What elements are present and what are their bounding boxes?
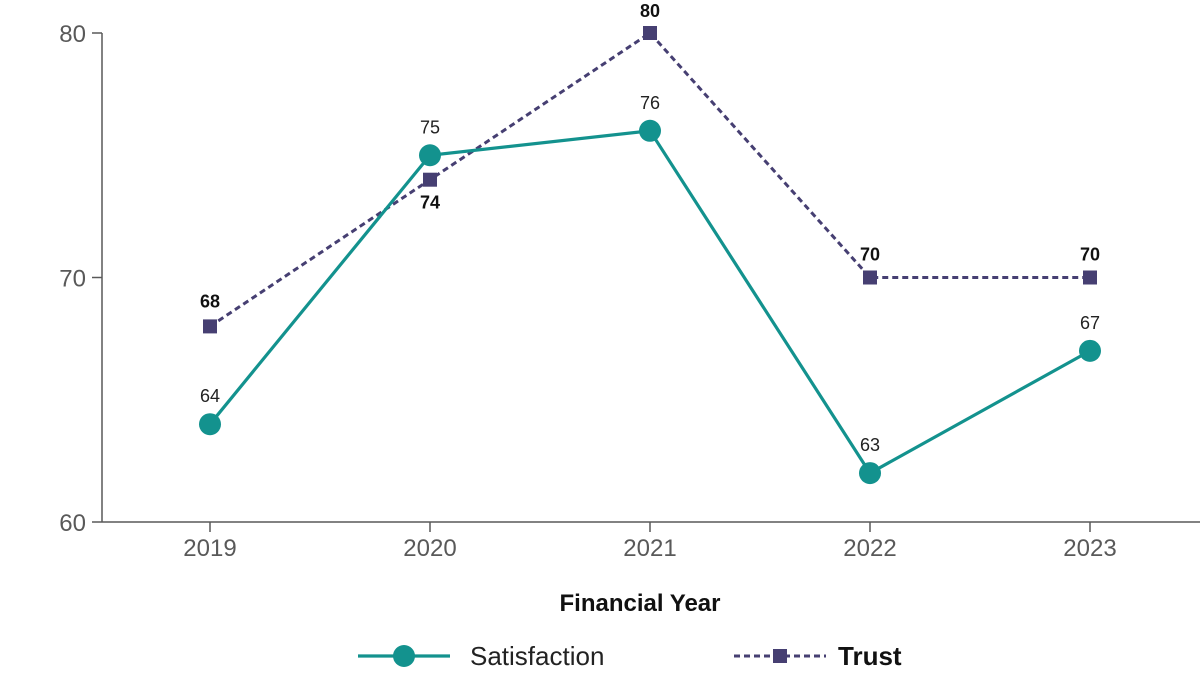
y-tick-label: 70 xyxy=(59,266,86,293)
x-tick-label: 2020 xyxy=(403,535,456,562)
trust-point xyxy=(643,26,657,40)
satisfaction-data-label: 67 xyxy=(1080,313,1100,333)
trust-data-label: 80 xyxy=(640,1,660,21)
satisfaction-data-label: 76 xyxy=(640,93,660,113)
legend-trust-marker xyxy=(773,649,787,663)
trust-data-label: 68 xyxy=(200,291,220,311)
x-tick-label: 2023 xyxy=(1063,535,1116,562)
trust-point xyxy=(203,319,217,334)
trust-data-label: 70 xyxy=(860,245,880,265)
x-tick-label: 2022 xyxy=(843,535,896,562)
satisfaction-series-line xyxy=(208,129,1091,476)
trust-series-line xyxy=(209,31,1090,328)
x-axis-title: Financial Year xyxy=(560,590,721,617)
satisfaction-data-label: 64 xyxy=(200,386,220,406)
x-tick-label: 2019 xyxy=(183,535,236,562)
axes: 60 70 80 2019 2020 2021 2022 2023 xyxy=(59,21,1200,562)
x-tick-label: 2021 xyxy=(623,535,676,562)
satisfaction-point xyxy=(859,462,881,485)
satisfaction-point xyxy=(1079,339,1101,362)
legend: Satisfaction Trust xyxy=(358,641,902,671)
series-layer xyxy=(199,26,1101,485)
legend-satisfaction-label: Satisfaction xyxy=(470,641,604,671)
trust-point xyxy=(863,270,877,285)
legend-trust-label: Trust xyxy=(838,641,902,671)
data-labels: 64 75 76 63 67 68 74 80 70 70 xyxy=(200,1,1100,455)
trust-point xyxy=(423,172,437,187)
satisfaction-data-label: 75 xyxy=(420,117,440,137)
satisfaction-point xyxy=(419,144,441,167)
y-tick-label: 60 xyxy=(59,510,86,537)
legend-satisfaction-marker xyxy=(393,645,415,667)
satisfaction-point xyxy=(199,413,221,436)
y-tick-label: 80 xyxy=(59,21,86,48)
trust-data-label: 70 xyxy=(1080,245,1100,265)
satisfaction-point xyxy=(639,119,661,142)
trust-data-label: 74 xyxy=(420,193,440,213)
trust-point xyxy=(1083,270,1097,285)
satisfaction-data-label: 63 xyxy=(860,435,880,455)
